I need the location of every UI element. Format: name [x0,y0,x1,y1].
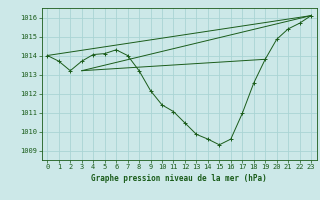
X-axis label: Graphe pression niveau de la mer (hPa): Graphe pression niveau de la mer (hPa) [91,174,267,183]
